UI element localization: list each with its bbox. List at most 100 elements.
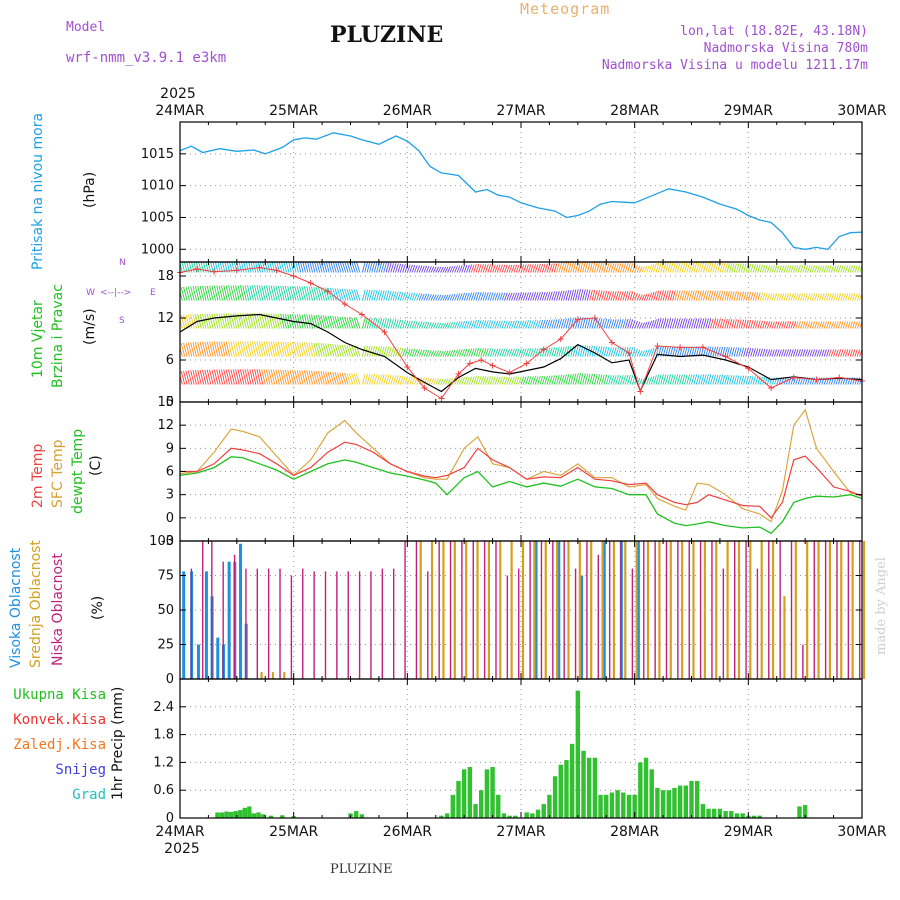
wind-barb — [506, 320, 511, 329]
wind-barb — [513, 292, 518, 301]
wind-barb — [686, 318, 690, 329]
marks-layer — [177, 132, 866, 818]
wind-barb — [750, 376, 754, 385]
wind-barb — [318, 343, 323, 357]
wind-barb — [818, 321, 823, 329]
wind-barb — [807, 265, 811, 273]
wind-barb — [714, 318, 719, 329]
wind-gust-marker — [557, 336, 564, 342]
wind-barb — [414, 349, 418, 357]
wind-barb — [747, 291, 752, 301]
ytick-label: 9 — [166, 441, 174, 456]
cloud-bar-mid — [703, 541, 706, 679]
wind-barb — [591, 262, 596, 273]
wind-barb — [665, 374, 669, 385]
cloud-bar-low — [461, 541, 463, 679]
wind-barb — [622, 263, 627, 273]
cloud-bar-low — [483, 541, 486, 679]
wind-barb — [620, 375, 624, 385]
wind-barb — [745, 319, 749, 329]
wind-barb — [449, 266, 454, 273]
wind-gust-marker — [358, 311, 365, 318]
wind-barb — [475, 264, 480, 273]
wind-barb — [515, 264, 520, 273]
wind-barb — [530, 348, 534, 357]
wind-barb — [430, 266, 435, 273]
wind-barb — [361, 345, 366, 357]
wind-barb — [672, 262, 676, 273]
wind-barb — [750, 264, 754, 273]
wind-barb — [776, 349, 780, 357]
wind-barb — [797, 265, 801, 273]
cloud-bar-low — [540, 541, 543, 679]
wind-gust-marker — [478, 357, 485, 363]
wind-barb — [747, 263, 752, 273]
wind-barb — [733, 375, 737, 385]
cloud-bar-low — [779, 541, 781, 679]
wind-barb — [518, 320, 522, 329]
wind-barb — [376, 318, 380, 329]
wind-barb — [277, 341, 283, 357]
wind-barb — [605, 290, 610, 301]
wind-barb — [485, 320, 489, 329]
wind-barb — [395, 291, 399, 301]
wind-barb — [541, 319, 546, 329]
wind-barb — [265, 285, 271, 301]
precip-bar — [524, 812, 529, 818]
wind-barb — [629, 347, 634, 357]
wind-barb — [247, 313, 252, 329]
wind-barb — [665, 318, 669, 329]
cloud-bar-mid — [681, 541, 684, 679]
wind-barb — [325, 343, 330, 357]
wind-barb — [216, 285, 221, 301]
wind-barb — [418, 265, 423, 273]
wind-barb — [322, 343, 328, 357]
wind-barb — [624, 291, 629, 301]
wind-barb — [835, 265, 839, 273]
wind-barb — [299, 314, 304, 329]
precip-bar — [621, 792, 626, 818]
wind-barb — [489, 348, 494, 357]
wind-barb — [693, 262, 698, 273]
wind-barb — [802, 321, 806, 329]
wind-barb — [572, 289, 577, 301]
wind-barb — [294, 342, 299, 357]
wind-barb — [211, 313, 216, 329]
wind-barb — [759, 348, 764, 357]
wind-barb — [466, 376, 470, 385]
wind-barb — [395, 263, 399, 273]
wind-barb — [653, 375, 657, 385]
wind-gust-marker — [194, 266, 201, 272]
cloud-bar-low — [245, 568, 247, 679]
wind-barb — [378, 262, 383, 273]
wind-barb — [624, 263, 629, 273]
wind-barb — [724, 290, 728, 301]
wind-barb — [605, 318, 610, 329]
wind-barb — [244, 341, 250, 357]
wind-barb — [373, 318, 378, 329]
precip-bar — [228, 811, 234, 818]
wind-barb — [212, 262, 216, 273]
model-label: Model — [66, 20, 106, 35]
wind-barb — [755, 348, 759, 357]
wind-barb — [830, 265, 835, 273]
wind-barb — [270, 369, 276, 385]
wind-barb — [213, 369, 219, 385]
wind-barb — [294, 370, 299, 385]
wind-barb — [247, 285, 252, 301]
wind-barb — [387, 346, 392, 357]
wind-barb — [612, 263, 617, 273]
wind-barb — [776, 265, 780, 273]
wind-barb — [423, 293, 428, 301]
wind-barb — [828, 321, 832, 329]
precip-bar — [689, 780, 694, 818]
wind-barb — [738, 263, 742, 273]
wind-barb — [228, 369, 233, 385]
wind-barb — [216, 341, 221, 357]
wind-barb — [339, 372, 344, 385]
wind-barb — [511, 376, 515, 385]
wind-barb — [392, 263, 397, 273]
wind-barb — [683, 318, 688, 329]
wind-barb — [726, 291, 730, 301]
wind-barb — [355, 289, 361, 301]
